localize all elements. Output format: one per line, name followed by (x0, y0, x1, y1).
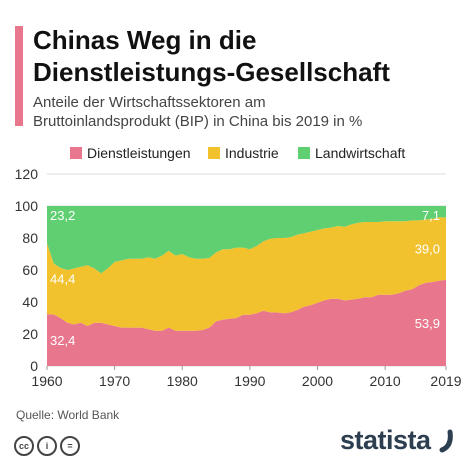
legend-swatch-dienstleistungen (70, 147, 82, 159)
data-label-industrie-2019: 39,0 (415, 242, 440, 257)
data-label-landwirtschaft-1960: 23,2 (50, 208, 75, 223)
chart-legend: Dienstleistungen Industrie Landwirtschaft (70, 145, 405, 161)
y-axis-ticks: 0 20 40 60 80 100 120 (15, 166, 39, 374)
x-tick-label: 1960 (31, 373, 62, 389)
chart-areas (47, 206, 446, 366)
x-tick-label: 2000 (302, 373, 333, 389)
y-tick-label: 40 (22, 294, 38, 310)
title-line-2: Dienstleistungs-Gesellschaft (33, 57, 390, 87)
page-title: Chinas Weg in die Dienstleistungs-Gesell… (33, 24, 390, 88)
statista-logo[interactable]: statista (340, 425, 431, 455)
data-labels: 23,2 44,4 32,4 7,1 39,0 53,9 (50, 208, 440, 348)
y-tick-label: 0 (30, 358, 38, 374)
y-tick-label: 80 (22, 230, 38, 246)
data-label-dienstleistungen-2019: 53,9 (415, 316, 440, 331)
area-industrie (47, 217, 446, 331)
legend-swatch-industrie (208, 147, 220, 159)
legend-label-landwirtschaft: Landwirtschaft (315, 145, 405, 161)
source-note: Quelle: World Bank (16, 408, 120, 422)
x-tick-label: 2019 (430, 373, 461, 389)
statista-mark-icon (439, 429, 453, 453)
license-icons[interactable]: cc i = (14, 436, 80, 456)
y-tick-label: 120 (15, 166, 39, 182)
subtitle-line-1: Anteile der Wirtschaftssektoren am (33, 94, 266, 111)
data-label-landwirtschaft-2019: 7,1 (422, 208, 440, 223)
data-label-industrie-1960: 44,4 (50, 272, 75, 287)
data-label-dienstleistungen-1960: 32,4 (50, 333, 75, 348)
x-tick-label: 1990 (234, 373, 265, 389)
accent-bar (15, 26, 23, 126)
area-dienstleistungen (47, 279, 446, 366)
x-tick-label: 2010 (370, 373, 401, 389)
creative-commons-icon: cc (14, 436, 34, 456)
stacked-area-chart: Dienstleistungen Industrie Landwirtschaft … (15, 145, 462, 389)
y-tick-label: 100 (15, 198, 39, 214)
no-derivatives-icon: = (60, 436, 80, 456)
chart-subtitle: Anteile der Wirtschaftssektoren am Brutt… (33, 93, 362, 131)
legend-label-dienstleistungen: Dienstleistungen (87, 145, 191, 161)
title-line-1: Chinas Weg in die (33, 25, 257, 55)
attribution-icon: i (37, 436, 57, 456)
y-tick-label: 20 (22, 326, 38, 342)
x-tick-label: 1970 (99, 373, 130, 389)
y-tick-label: 60 (22, 262, 38, 278)
legend-label-industrie: Industrie (225, 145, 279, 161)
x-tick-label: 1980 (167, 373, 198, 389)
area-landwirtschaft (47, 206, 446, 274)
subtitle-line-2: Bruttoinlandsprodukt (BIP) in China bis … (33, 113, 363, 130)
x-axis-ticks: 1960 1970 1980 1990 2000 2010 2019 (31, 366, 462, 389)
legend-swatch-landwirtschaft (298, 147, 310, 159)
